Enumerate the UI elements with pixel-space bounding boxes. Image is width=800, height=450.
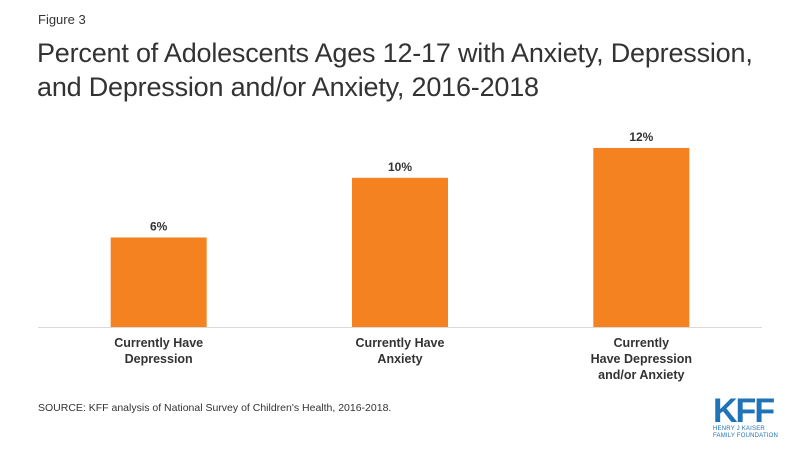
kff-logo: KFF HENRY J KAISER FAMILY FOUNDATION	[713, 392, 779, 440]
chart-title-line-1: Percent of Adolescents Ages 12-17 with A…	[37, 38, 753, 68]
bar-chart: 6% Currently Have Depression 10% Currently H…	[38, 130, 762, 382]
data-label-3: 12%	[629, 130, 653, 144]
logo-subtitle-line-2: FAMILY FOUNDATION	[713, 433, 779, 439]
bar-1	[110, 237, 207, 327]
category-label-2-line-2: Anxiety	[377, 352, 422, 366]
category-label-1-line-1: Currently Have	[114, 336, 203, 350]
data-label-1: 6%	[150, 219, 168, 233]
category-label-3-line-2: Have Depression	[591, 352, 692, 366]
category-label-3-line-1: Currently	[614, 336, 670, 350]
category-label-1-line-2: Depression	[125, 352, 193, 366]
source-note: SOURCE: KFF analysis of National Survey …	[38, 402, 392, 414]
figure-label: Figure 3	[38, 12, 86, 27]
logo-mark: KFF	[713, 392, 775, 430]
bar-2	[352, 177, 448, 327]
bar-3	[593, 147, 690, 327]
logo-subtitle-line-1: HENRY J KAISER	[713, 426, 765, 432]
data-label-2: 10%	[388, 160, 412, 174]
chart-title: Percent of Adolescents Ages 12-17 with A…	[37, 36, 777, 104]
category-label-2-line-1: Currently Have	[356, 336, 445, 350]
category-label-3-line-3: and/or Anxiety	[598, 368, 684, 382]
chart-title-line-2: and Depression and/or Anxiety, 2016-2018	[37, 72, 539, 102]
